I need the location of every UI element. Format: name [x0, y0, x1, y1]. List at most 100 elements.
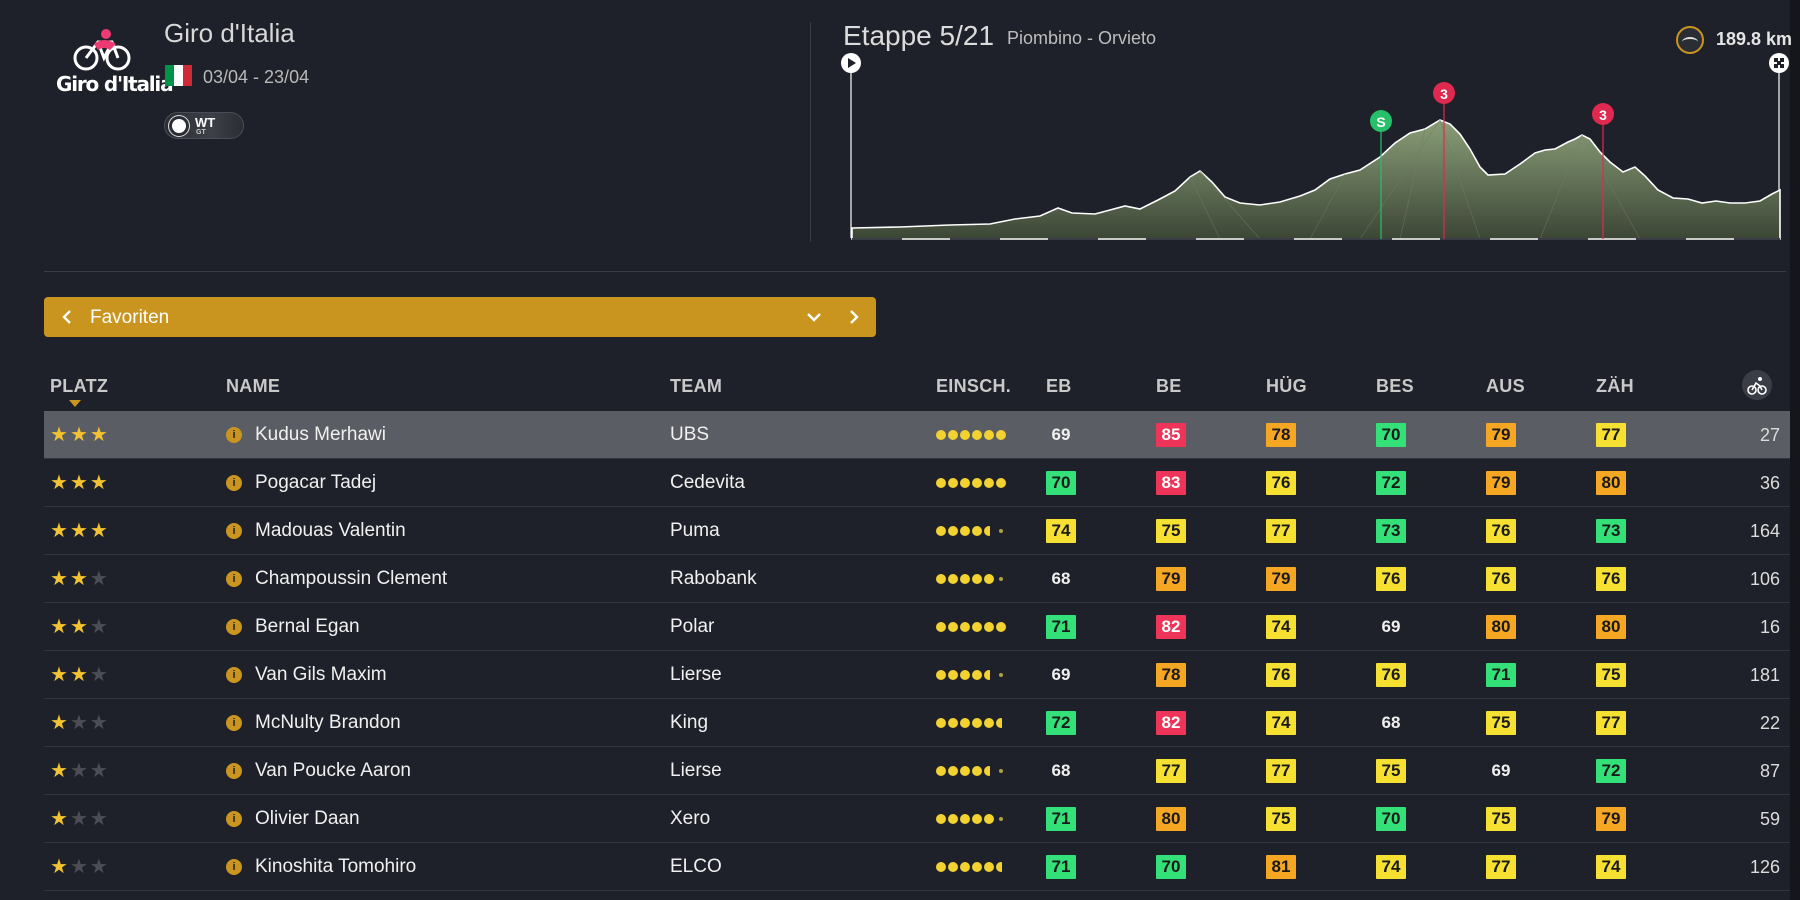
form-dot: [984, 622, 994, 632]
info-icon[interactable]: i: [226, 411, 242, 459]
info-icon[interactable]: i: [226, 603, 242, 651]
form-dot: [984, 814, 994, 824]
chevron-left-icon[interactable]: [58, 306, 76, 328]
form-dot: [972, 814, 982, 824]
rating-stars: ★ ★ ★: [50, 651, 108, 699]
rider-team[interactable]: Polar: [670, 616, 715, 637]
star-icon: ★: [89, 712, 108, 734]
rider-team[interactable]: UBS: [670, 424, 710, 445]
table-row[interactable]: ★ ★ ★ i Pogacar Tadej Cedevita 70 83 76 72 79 80 36: [44, 459, 1790, 507]
chevron-right-icon[interactable]: [844, 306, 864, 328]
info-icon[interactable]: i: [226, 507, 242, 555]
table-row[interactable]: ★ ★ ★ i Champoussin Clement Rabobank 68 79 79 76 7…: [44, 555, 1790, 603]
rider-name[interactable]: Champoussin Clement: [255, 568, 448, 589]
rider-team[interactable]: Lierse: [670, 760, 722, 781]
chevron-down-icon[interactable]: [804, 306, 824, 328]
star-icon: ★: [69, 616, 88, 638]
rider-name[interactable]: Kinoshita Tomohiro: [255, 856, 417, 877]
stat-eb: 71: [1046, 795, 1076, 843]
star-icon: ★: [69, 568, 88, 590]
table-row[interactable]: ★ ★ ★ i Olivier Daan Xero 71 80 75 70 75 79 59: [44, 795, 1790, 843]
table-row[interactable]: ★ ★ ★ i Madouas Valentin Puma 74 75 77 73 76 73 164: [44, 507, 1790, 555]
rider-name[interactable]: Madouas Valentin: [255, 520, 406, 541]
column-hug[interactable]: HÜG: [1266, 376, 1307, 396]
stat-be: 83: [1156, 459, 1186, 507]
stat-value: 85: [1156, 423, 1186, 447]
info-icon[interactable]: i: [226, 795, 242, 843]
form-dot-empty: [999, 769, 1003, 773]
rider-team[interactable]: Cedevita: [670, 472, 745, 493]
form-dot: [996, 430, 1006, 440]
rider-number: 27: [1759, 424, 1780, 445]
form-dot: [960, 622, 970, 632]
rider-name[interactable]: Van Gils Maxim: [255, 664, 387, 685]
form-dot: [972, 670, 982, 680]
rider-team[interactable]: Puma: [670, 520, 720, 541]
column-aus[interactable]: AUS: [1486, 376, 1525, 396]
info-icon[interactable]: i: [226, 747, 242, 795]
stat-value: 74: [1266, 615, 1296, 639]
form-indicator: [936, 747, 1006, 795]
table-row[interactable]: ★ ★ ★ i Van Poucke Aaron Lierse 68 77 77 75 69 72 87: [44, 747, 1790, 795]
column-zah[interactable]: ZÄH: [1596, 376, 1634, 396]
stat-eb: 68: [1046, 747, 1076, 795]
column-einsch[interactable]: EINSCH.: [936, 376, 1012, 396]
rider-name[interactable]: Olivier Daan: [255, 808, 360, 829]
rider-team[interactable]: Rabobank: [670, 568, 757, 589]
table-row[interactable]: ★ ★ ★ i Kudus Merhawi UBS 69 85 78 70 79 77 27: [44, 411, 1790, 459]
stat-aus: 75: [1486, 699, 1516, 747]
rider-name[interactable]: Bernal Egan: [255, 616, 360, 637]
stat-value: 69: [1051, 665, 1071, 684]
stat-zah: 72: [1596, 747, 1626, 795]
stat-aus: 77: [1486, 843, 1516, 891]
rating-stars: ★ ★ ★: [50, 555, 108, 603]
table-row[interactable]: ★ ★ ★ i Bernal Egan Polar 71 82 74 69 80 80 16: [44, 603, 1790, 651]
rider-name[interactable]: McNulty Brandon: [255, 712, 401, 733]
sort-desc-icon: [69, 400, 81, 407]
rider-number: 16: [1759, 616, 1780, 637]
rating-stars: ★ ★ ★: [50, 699, 108, 747]
sprint-marker[interactable]: [1370, 110, 1392, 132]
column-eb[interactable]: EB: [1046, 376, 1072, 396]
column-name[interactable]: NAME: [226, 376, 281, 396]
rider-name[interactable]: Kudus Merhawi: [255, 424, 386, 445]
climb-marker-2[interactable]: [1592, 103, 1614, 125]
stat-aus: 80: [1486, 603, 1516, 651]
column-team[interactable]: TEAM: [670, 376, 723, 396]
rider-team[interactable]: Xero: [670, 808, 711, 829]
form-dot: [972, 766, 982, 776]
stat-value: 76: [1596, 567, 1626, 591]
table-row[interactable]: ★ ★ ★ i Van Gils Maxim Lierse 69 78 76 76 71 75 181: [44, 651, 1790, 699]
star-icon: ★: [69, 472, 88, 494]
rider-name[interactable]: Van Poucke Aaron: [255, 760, 411, 781]
start-flag-icon: [841, 53, 861, 73]
info-icon[interactable]: i: [226, 699, 242, 747]
stage-profile-chart[interactable]: S 3 3: [840, 50, 1790, 250]
form-dot-half: [984, 766, 994, 776]
column-be[interactable]: BE: [1156, 376, 1182, 396]
form-dot: [984, 574, 994, 584]
profile-facets: [1189, 119, 1641, 240]
info-icon[interactable]: i: [226, 555, 242, 603]
info-glyph: i: [226, 667, 242, 683]
info-icon[interactable]: i: [226, 843, 242, 891]
form-indicator: [936, 843, 1006, 891]
star-icon: ★: [69, 760, 88, 782]
rider-team[interactable]: Lierse: [670, 664, 722, 685]
info-icon[interactable]: i: [226, 651, 242, 699]
rider-icon[interactable]: [1742, 370, 1772, 400]
column-bes[interactable]: BES: [1376, 376, 1414, 396]
star-icon: ★: [69, 712, 88, 734]
rider-number: 22: [1759, 712, 1780, 733]
info-icon[interactable]: i: [226, 459, 242, 507]
rider-name[interactable]: Pogacar Tadej: [255, 472, 377, 493]
column-platz[interactable]: PLATZ: [50, 376, 109, 396]
table-row[interactable]: ★ ★ ★ i Kinoshita Tomohiro ELCO 71 70 81 74 77 74 12…: [44, 843, 1790, 891]
rating-stars: ★ ★ ★: [50, 795, 108, 843]
table-row[interactable]: ★ ★ ★ i McNulty Brandon King 72 82 74 68 75 77 22: [44, 699, 1790, 747]
climb-marker-1[interactable]: [1433, 82, 1455, 104]
rider-team[interactable]: ELCO: [670, 856, 722, 877]
stat-value: 69: [1491, 761, 1511, 780]
category-selector[interactable]: Favoriten: [44, 297, 876, 337]
rider-team[interactable]: King: [670, 712, 709, 733]
